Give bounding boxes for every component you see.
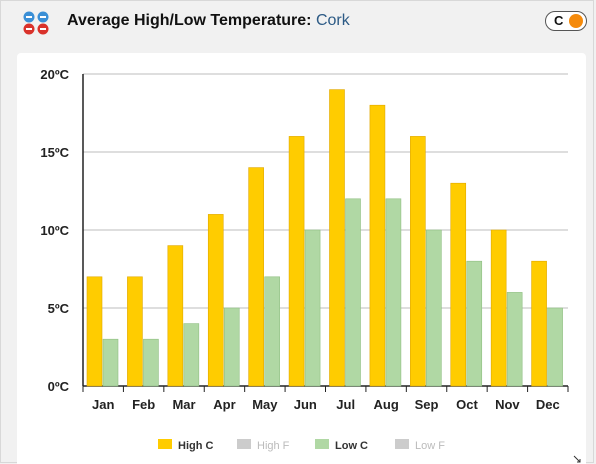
bar-low-c <box>264 276 280 387</box>
bar-high-c <box>450 182 467 387</box>
bar-high-c <box>329 89 345 387</box>
legend-swatch-high-f <box>237 439 251 449</box>
bar-high-c <box>531 260 547 387</box>
legend-swatch-low-c <box>315 439 329 449</box>
bar-high-c <box>248 167 264 387</box>
x-tick-label: Jan <box>92 397 114 412</box>
bar-low-c <box>426 229 442 387</box>
bar-high-c <box>86 276 103 387</box>
y-tick-label: 10ºC <box>40 223 69 238</box>
x-tick-label: Dec <box>536 397 560 412</box>
bar-high-c <box>490 229 507 387</box>
bar-low-c <box>102 338 119 387</box>
x-tick-label: Oct <box>456 397 478 412</box>
x-tick-label: Nov <box>495 397 520 412</box>
toggle-knob <box>569 14 583 28</box>
bar-low-c <box>466 260 483 387</box>
y-tick-label: 0ºC <box>48 379 70 394</box>
y-tick-label: 5ºC <box>48 301 70 316</box>
x-tick-label: Apr <box>213 397 235 412</box>
legend-swatch-high-c <box>158 439 172 449</box>
unit-toggle[interactable]: C <box>545 11 587 31</box>
x-tick-label: Mar <box>172 397 195 412</box>
bar-low-c <box>304 229 321 387</box>
bar-high-c <box>369 104 386 387</box>
temperature-bar-chart: 0ºC 5ºC 10ºC 15ºC 20ºC Jan Feb Mar Apr May Jun Jul A… <box>40 67 569 452</box>
chart-title: Average High/Low Temperature: Cork <box>67 12 350 30</box>
x-tick-label: May <box>252 397 278 412</box>
bar-low-c <box>506 292 523 387</box>
bar-low-c <box>547 307 563 387</box>
bar-high-c <box>127 276 143 387</box>
chart-panel: 0ºC 5ºC 10ºC 15ºC 20ºC Jan Feb Mar Apr May Jun Jul A… <box>17 53 586 464</box>
x-tick-label: Aug <box>373 397 398 412</box>
bar-low-c <box>345 198 361 387</box>
legend-label-low-f: Low F <box>415 440 445 452</box>
x-tick-label: Jun <box>294 397 317 412</box>
resize-cursor-icon <box>573 455 581 463</box>
legend-swatch-low-f <box>395 439 409 449</box>
chart-title-text: Average High/Low Temperature: <box>67 12 312 29</box>
bar-low-c <box>183 323 200 387</box>
legend-label-high-c: High C <box>178 440 213 452</box>
widget-header: Average High/Low Temperature: Cork C <box>1 1 595 41</box>
bar-low-c <box>143 338 159 387</box>
bar-low-c <box>385 198 402 387</box>
bar-high-c <box>167 245 184 387</box>
bar-low-c <box>223 307 240 387</box>
x-tick-label: Jul <box>336 397 355 412</box>
unit-toggle-label: C <box>554 13 564 28</box>
city-name: Cork <box>315 12 350 29</box>
y-tick-label: 15ºC <box>40 145 69 160</box>
bar-high-c <box>207 214 224 387</box>
x-tick-label: Sep <box>415 397 439 412</box>
x-tick-label: Feb <box>132 397 155 412</box>
legend-label-high-f: High F <box>257 440 290 452</box>
bar-high-c <box>410 136 426 387</box>
bar-high-c <box>288 136 305 387</box>
legend-label-low-c: Low C <box>335 440 368 452</box>
weather-grid-icon <box>23 11 49 35</box>
y-tick-label: 20ºC <box>40 67 69 82</box>
